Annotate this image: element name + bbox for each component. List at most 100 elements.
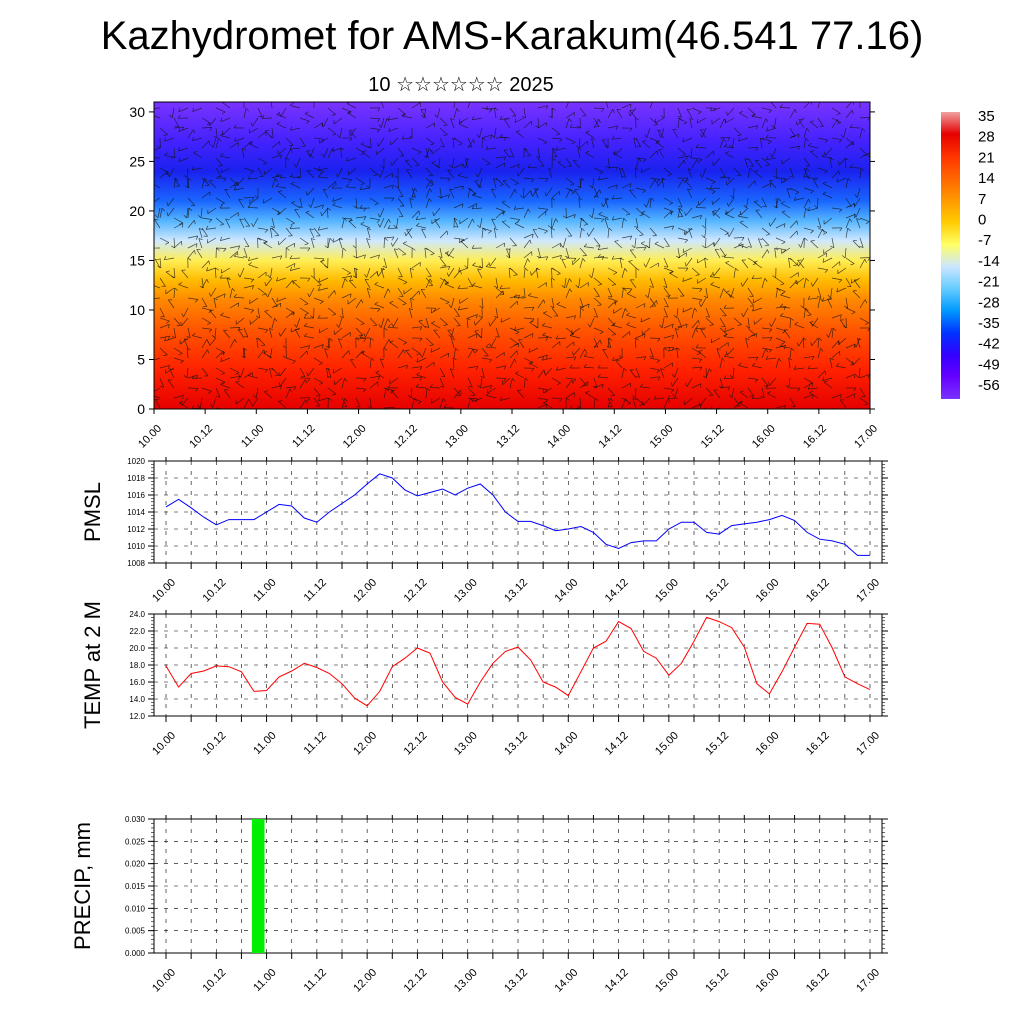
wind-barb-flag	[290, 102, 294, 106]
wind-barb-flag	[488, 322, 491, 327]
wind-barb	[556, 147, 567, 151]
wind-barb-flag	[332, 202, 336, 206]
wind-barb-flag	[255, 315, 260, 319]
wind-barb-flag	[293, 386, 297, 391]
wind-barb	[738, 215, 749, 219]
wind-barb	[207, 207, 217, 214]
wind-barb	[383, 237, 385, 249]
wind-barb-flag	[317, 166, 321, 171]
wind-barb-flag	[447, 266, 451, 271]
wind-barb	[252, 117, 259, 127]
wind-barb-flag	[164, 337, 167, 342]
wind-barb-flag	[853, 213, 857, 218]
wind-barb-flag	[829, 157, 834, 161]
wind-barb	[691, 347, 701, 354]
wind-barb	[383, 318, 389, 329]
wind-barb	[649, 102, 654, 109]
wind-barb-flag	[850, 263, 855, 266]
wind-barb	[742, 307, 749, 317]
wind-barb	[593, 327, 604, 333]
wind-barb-flag	[551, 227, 555, 231]
wind-barb-flag	[608, 405, 613, 408]
wind-barb	[677, 317, 683, 328]
wind-barb	[565, 247, 570, 258]
wind-barb-flag	[468, 285, 473, 288]
wind-barb	[201, 279, 208, 289]
wind-barb	[411, 366, 422, 369]
wind-barb-flag	[681, 153, 686, 156]
wind-barb	[425, 361, 435, 369]
wind-barb	[579, 282, 589, 289]
wind-barb	[278, 191, 287, 199]
wind-barb-flag	[248, 141, 253, 145]
wind-barb	[509, 147, 515, 158]
wind-barb	[270, 228, 273, 239]
wind-barb	[369, 381, 379, 389]
pmsl-x-tick-label: 14.12	[603, 577, 631, 605]
wind-barb-flag	[471, 244, 475, 249]
wind-barb-flag	[822, 258, 825, 263]
wind-barb	[789, 220, 798, 229]
wind-barb	[411, 376, 422, 379]
wind-barb-flag	[373, 174, 378, 176]
wind-barb	[719, 118, 725, 129]
wind-barb-flag	[513, 326, 517, 331]
wind-barb	[491, 218, 497, 229]
wind-barb	[181, 397, 189, 406]
wind-barb	[173, 241, 182, 249]
wind-barb	[264, 167, 273, 175]
wind-barb	[817, 137, 828, 141]
wind-barb-flag	[248, 256, 251, 261]
wind-barb-flag	[314, 98, 317, 100]
wind-barb	[789, 145, 800, 149]
wind-barb	[705, 317, 714, 325]
heatmap-x-tick-label: 14.00	[545, 423, 573, 451]
wind-barb-flag	[285, 247, 290, 251]
wind-barb	[655, 141, 665, 149]
wind-barb-flag	[530, 192, 533, 197]
wind-barb	[280, 327, 287, 337]
wind-barb-flag	[296, 175, 301, 179]
wind-barb-flag	[594, 397, 599, 401]
wind-barb-flag	[307, 397, 311, 402]
wind-barb-flag	[755, 125, 759, 130]
wind-barb-flag	[371, 357, 375, 362]
wind-barb	[421, 347, 427, 358]
wind-barb-flag	[318, 278, 321, 283]
wind-barb-flag	[262, 293, 266, 296]
wind-barb-flag	[741, 237, 745, 241]
wind-barb-flag	[779, 313, 784, 317]
wind-barb	[425, 137, 435, 144]
wind-barb-flag	[581, 227, 585, 232]
wind-barb-flag	[290, 148, 293, 153]
wind-barb-flag	[195, 388, 199, 392]
wind-barb-flag	[531, 307, 535, 311]
wind-barb	[691, 328, 696, 339]
wind-barb	[747, 157, 754, 167]
wind-barb-flag	[320, 260, 325, 262]
wind-barb	[593, 187, 599, 198]
wind-barb	[494, 108, 497, 119]
wind-barb	[649, 347, 654, 358]
wind-barb	[179, 402, 189, 409]
wind-barb-flag	[639, 234, 644, 236]
wind-barb-flag	[359, 204, 363, 209]
wind-barb	[634, 337, 637, 349]
wind-barb-flag	[516, 130, 521, 133]
wind-barb	[221, 167, 231, 174]
wind-barb-flag	[256, 337, 261, 341]
wind-barb	[822, 297, 833, 302]
wind-barb-flag	[424, 325, 430, 328]
wind-barb	[565, 288, 571, 299]
wind-barb-flag	[789, 175, 794, 178]
wind-barb-flag	[555, 218, 559, 223]
wind-barb-flag	[178, 147, 181, 152]
wind-barb	[159, 307, 165, 318]
wind-barb	[551, 267, 553, 279]
wind-barb-flag	[814, 205, 818, 209]
wind-barb-flag	[263, 349, 266, 354]
wind-barb	[634, 167, 637, 179]
wind-barb-flag	[727, 386, 731, 391]
temp-x-tick-label: 12.12	[402, 730, 430, 758]
wind-barb	[822, 257, 833, 263]
